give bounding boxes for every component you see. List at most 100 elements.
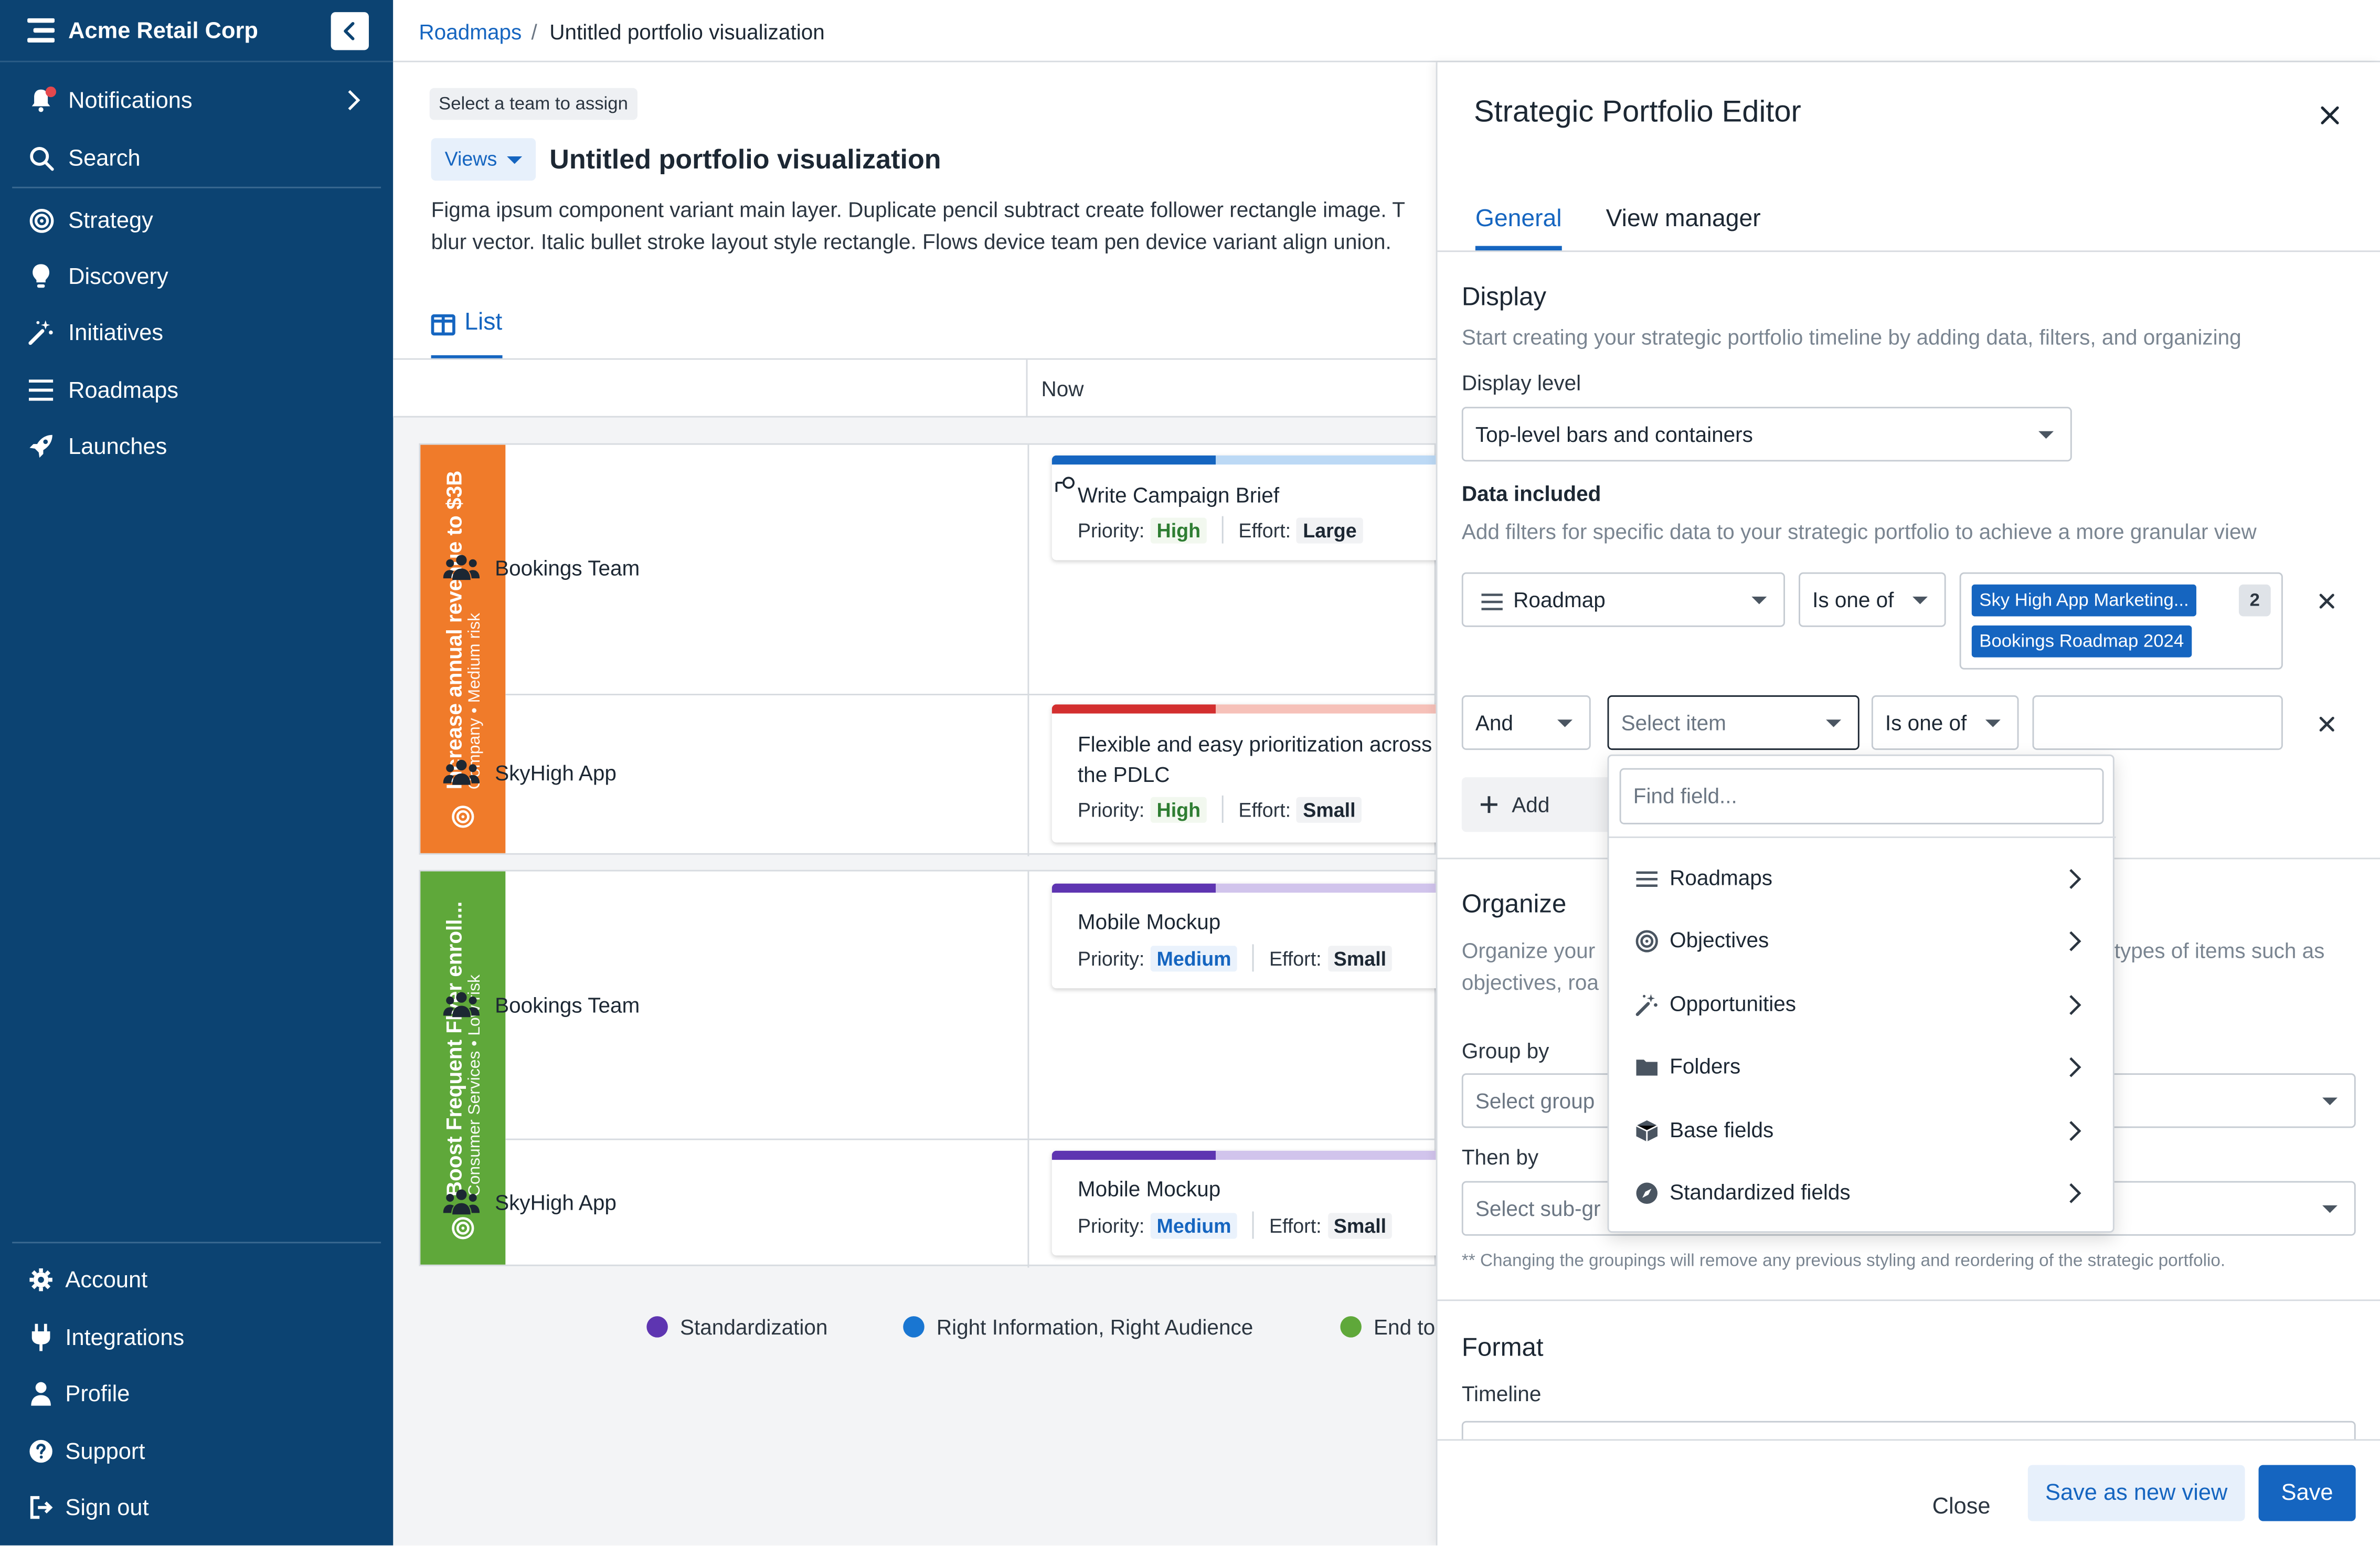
tab-list[interactable]: List bbox=[431, 310, 503, 360]
sidebar-item-label: Support bbox=[65, 1438, 145, 1465]
caret-down-icon bbox=[1826, 719, 1842, 727]
filter-conjunction-select[interactable]: And bbox=[1461, 695, 1591, 750]
sidebar-item-launches[interactable]: Launches bbox=[0, 419, 393, 473]
initiative-card[interactable]: Write Campaign Brief Priority: High Effo… bbox=[1051, 455, 1447, 560]
organize-subtitle-right: types of items such as bbox=[2114, 938, 2325, 963]
dropdown-divider bbox=[1609, 836, 2116, 838]
remove-filter-icon[interactable] bbox=[2317, 714, 2338, 735]
tab-view-manager[interactable]: View manager bbox=[1606, 206, 1761, 232]
filter-value-multiselect[interactable]: Sky High App Marketing... Bookings Roadm… bbox=[1959, 572, 2283, 670]
objective-subtitle: Consumer Services • Low risk bbox=[466, 975, 484, 1197]
notification-dot bbox=[45, 86, 57, 98]
save-button[interactable]: Save bbox=[2258, 1465, 2356, 1521]
page-description: Figma ipsum component variant main layer… bbox=[431, 197, 1405, 254]
display-level-select[interactable]: Top-level bars and containers bbox=[1461, 407, 2072, 462]
row-divider bbox=[505, 694, 1438, 695]
chevron-right-icon bbox=[2069, 931, 2081, 951]
card-meta: Priority: High Effort: Large bbox=[1078, 516, 1363, 544]
effort-badge: Small bbox=[1327, 1212, 1393, 1238]
sidebar-item-initiatives[interactable]: Initiatives bbox=[0, 305, 393, 359]
filter-value-tag[interactable]: Bookings Roadmap 2024 bbox=[1971, 625, 2192, 658]
logo-icon bbox=[27, 18, 55, 43]
views-dropdown[interactable]: Views bbox=[431, 138, 536, 181]
timeline-label: Timeline bbox=[1461, 1381, 1542, 1406]
dropdown-item-roadmaps[interactable]: Roadmaps bbox=[1609, 852, 2116, 906]
lightbulb-icon bbox=[27, 262, 55, 290]
dropdown-item-standardized-fields[interactable]: Standardized fields bbox=[1609, 1166, 2116, 1221]
find-field-input[interactable]: Find field... bbox=[1619, 768, 2104, 824]
team-icon bbox=[443, 759, 480, 785]
close-button[interactable]: Close bbox=[1932, 1494, 1991, 1520]
save-as-new-view-button[interactable]: Save as new view bbox=[2027, 1465, 2245, 1521]
tab-list-label: List bbox=[464, 310, 503, 336]
legend-item: End to bbox=[1340, 1315, 1435, 1339]
add-filter-button[interactable]: Add bbox=[1461, 777, 1614, 832]
sidebar-header: Acme Retail Corp bbox=[0, 0, 394, 62]
filter-field-select[interactable]: Roadmap bbox=[1461, 572, 1785, 627]
sidebar-item-strategy[interactable]: Strategy bbox=[0, 193, 393, 247]
filter-value-tag[interactable]: Sky High App Marketing... bbox=[1971, 584, 2197, 617]
target-icon bbox=[452, 806, 474, 828]
card-color-bar bbox=[1051, 455, 1216, 465]
page-title: Untitled portfolio visualization bbox=[549, 144, 941, 175]
sidebar-item-label: Launches bbox=[68, 433, 167, 460]
objective-title: Boost Frequent Flyer enroll... bbox=[441, 901, 466, 1197]
caret-down-icon bbox=[1985, 719, 2001, 727]
bell-icon bbox=[27, 86, 57, 114]
sidebar-item-sign-out[interactable]: Sign out bbox=[0, 1480, 393, 1535]
effort-badge: Large bbox=[1297, 517, 1363, 543]
display-level-value: Top-level bars and containers bbox=[1475, 422, 1753, 447]
sidebar-divider bbox=[12, 1242, 381, 1244]
chevron-right-icon bbox=[348, 90, 360, 111]
collapse-sidebar-button[interactable] bbox=[331, 12, 369, 50]
sidebar-item-search[interactable]: Search bbox=[0, 131, 393, 185]
sidebar-item-integrations[interactable]: Integrations bbox=[0, 1310, 393, 1365]
effort-badge: Small bbox=[1327, 945, 1393, 971]
sign-out-icon bbox=[27, 1494, 55, 1521]
assign-team-chip[interactable]: Select a team to assign bbox=[429, 88, 638, 120]
panel-footer: Close Save as new view Save bbox=[1437, 1439, 2380, 1545]
wand-icon bbox=[1635, 994, 1658, 1016]
priority-label: Priority: bbox=[1077, 518, 1145, 542]
caret-down-icon bbox=[2322, 1205, 2338, 1213]
objective-band[interactable]: Increase annual revenue to $3B Company •… bbox=[420, 444, 506, 853]
plus-icon bbox=[1480, 796, 1497, 813]
filter-item-select[interactable]: Select item bbox=[1607, 695, 1860, 750]
column-divider bbox=[1027, 444, 1029, 856]
close-icon[interactable] bbox=[2315, 100, 2345, 131]
sidebar-item-label: Notifications bbox=[68, 87, 193, 113]
sidebar-item-notifications[interactable]: Notifications bbox=[0, 73, 393, 128]
team-name: SkyHigh App bbox=[495, 760, 617, 785]
filter-field-value: Roadmap bbox=[1513, 587, 1606, 612]
dropdown-item-opportunities[interactable]: Opportunities bbox=[1609, 978, 2116, 1032]
tab-general[interactable]: General bbox=[1475, 206, 1562, 251]
group-by-label: Group by bbox=[1461, 1038, 1549, 1063]
sidebar-item-discovery[interactable]: Discovery bbox=[0, 249, 393, 303]
sidebar-item-account[interactable]: Account bbox=[0, 1253, 393, 1307]
card-meta: Priority: High Effort: Small bbox=[1078, 795, 1362, 823]
remove-filter-icon[interactable] bbox=[2317, 590, 2338, 612]
breadcrumb-current: Untitled portfolio visualization bbox=[549, 19, 825, 44]
dropdown-item-base-fields[interactable]: Base fields bbox=[1609, 1104, 2116, 1158]
breadcrumb-roadmaps-link[interactable]: Roadmaps bbox=[419, 19, 522, 44]
initiative-card[interactable]: Mobile Mockup Priority: Medium Effort: S… bbox=[1051, 883, 1447, 989]
team-row-label: SkyHigh App bbox=[443, 759, 617, 786]
dropdown-item-label: Objectives bbox=[1670, 927, 1769, 952]
filter-value-input[interactable] bbox=[2032, 695, 2283, 750]
sidebar-item-profile[interactable]: Profile bbox=[0, 1367, 393, 1421]
sidebar-item-support[interactable]: Support bbox=[0, 1424, 393, 1479]
sidebar-item-label: Discovery bbox=[68, 263, 168, 290]
dropdown-item-folders[interactable]: Folders bbox=[1609, 1040, 2116, 1095]
help-icon bbox=[27, 1438, 55, 1465]
sidebar-item-label: Strategy bbox=[68, 207, 153, 234]
filter-operator-select[interactable]: Is one of bbox=[1871, 695, 2019, 750]
breadcrumb: Roadmaps / Untitled portfolio visualizat… bbox=[393, 0, 2380, 62]
sidebar-item-roadmaps[interactable]: Roadmaps bbox=[0, 363, 393, 417]
chevron-right-icon bbox=[2069, 869, 2081, 889]
filter-operator-select[interactable]: Is one of bbox=[1799, 572, 1946, 627]
card-meta: Priority: Medium Effort: Small bbox=[1078, 1211, 1393, 1239]
initiative-card[interactable]: Mobile Mockup Priority: Medium Effort: S… bbox=[1051, 1150, 1447, 1256]
initiative-card[interactable]: Flexible and easy prioritization across … bbox=[1051, 704, 1447, 843]
card-color-bar bbox=[1051, 704, 1216, 714]
dropdown-item-objectives[interactable]: Objectives bbox=[1609, 914, 2116, 969]
